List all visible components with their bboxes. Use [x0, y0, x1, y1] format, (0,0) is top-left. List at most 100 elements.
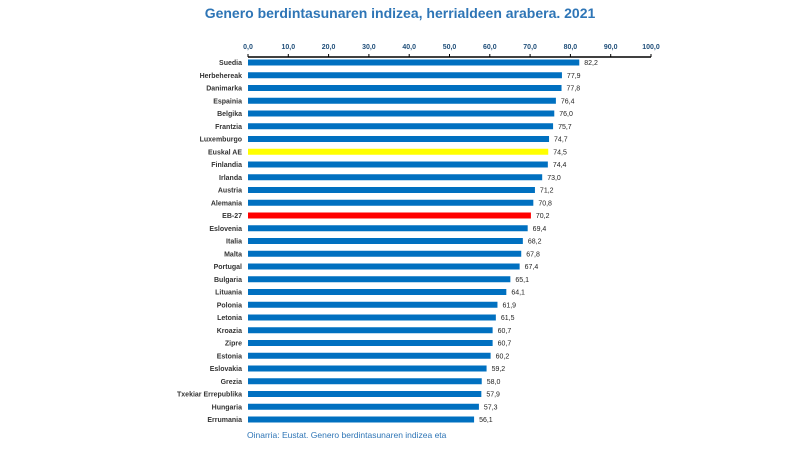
x-tick-label: 80,0	[564, 44, 578, 51]
value-label: 56,1	[479, 417, 493, 424]
category-label: Txekiar Errepublika	[177, 392, 242, 399]
bar	[248, 174, 543, 181]
bar	[248, 110, 555, 117]
bar	[248, 250, 522, 257]
category-label: Portugal	[214, 264, 242, 271]
category-label: Estonia	[217, 353, 242, 360]
category-label: Letonia	[217, 315, 242, 322]
bar	[248, 225, 528, 232]
bar	[248, 365, 487, 372]
value-label: 77,8	[567, 86, 581, 93]
bar	[248, 199, 534, 206]
value-label: 73,0	[547, 175, 561, 182]
category-label: Euskal AE	[208, 149, 242, 156]
bar	[248, 391, 482, 397]
value-label: 67,4	[525, 264, 539, 271]
bar	[248, 289, 507, 295]
category-label: EB-27	[222, 213, 242, 220]
x-tick-label: 50,0	[443, 44, 457, 51]
value-label: 77,9	[567, 73, 581, 80]
category-label: Bulgaria	[214, 277, 242, 284]
value-label: 75,7	[558, 124, 572, 131]
x-tick-label: 70,0	[523, 44, 537, 51]
category-label: Frantzia	[215, 124, 242, 131]
x-tick-label: 0,0	[243, 44, 253, 51]
category-label: Alemania	[211, 200, 242, 207]
bar	[248, 148, 549, 155]
category-label: Espainia	[213, 98, 242, 105]
bar	[248, 212, 531, 219]
value-label: 60,2	[496, 353, 510, 360]
category-label: Malta	[224, 251, 242, 258]
value-label: 71,2	[540, 188, 554, 195]
bar	[248, 301, 498, 308]
bar	[248, 276, 511, 283]
category-label: Belgika	[217, 111, 242, 118]
value-label: 61,9	[502, 302, 516, 309]
category-label: Hungaria	[212, 404, 242, 411]
category-label: Kroazia	[217, 328, 242, 335]
category-label: Grezia	[221, 379, 243, 386]
bar	[248, 72, 562, 79]
bar	[248, 161, 548, 168]
value-label: 61,5	[501, 315, 515, 322]
value-label: 57,9	[486, 392, 500, 399]
bar	[248, 416, 475, 423]
value-label: 82,2	[584, 60, 598, 67]
category-label: Suedia	[219, 60, 242, 67]
bar	[248, 85, 562, 91]
bar	[248, 136, 550, 142]
bar	[248, 187, 535, 193]
bar	[248, 340, 493, 346]
category-label: Errumania	[207, 417, 242, 424]
category-label: Polonia	[217, 302, 242, 309]
value-label: 70,8	[538, 200, 552, 207]
value-label: 76,4	[561, 98, 575, 105]
x-tick-label: 30,0	[362, 44, 376, 51]
bar	[248, 327, 493, 334]
category-label: Eslovenia	[209, 226, 242, 233]
category-label: Austria	[218, 188, 242, 195]
value-label: 74,7	[554, 137, 568, 144]
value-label: 59,2	[492, 366, 506, 373]
x-tick-label: 40,0	[402, 44, 416, 51]
category-label: Finlandia	[211, 162, 242, 169]
bar	[248, 123, 554, 130]
value-label: 74,4	[553, 162, 567, 169]
bar	[248, 352, 491, 359]
value-label: 76,0	[559, 111, 573, 118]
x-tick-label: 60,0	[483, 44, 497, 51]
category-label: Irlanda	[219, 175, 242, 182]
bar	[248, 97, 556, 104]
category-label: Lituania	[215, 290, 242, 297]
bar	[248, 314, 496, 321]
category-label: Italia	[226, 239, 242, 246]
category-label: Danimarka	[206, 86, 242, 93]
value-label: 69,4	[533, 226, 547, 233]
bar	[248, 263, 520, 270]
category-label: Luxemburgo	[200, 137, 242, 144]
x-tick-label: 90,0	[604, 44, 618, 51]
x-tick-label: 10,0	[281, 44, 295, 51]
value-label: 65,1	[515, 277, 529, 284]
value-label: 70,2	[536, 213, 550, 220]
value-label: 60,7	[498, 328, 512, 335]
bar	[248, 403, 479, 410]
bar	[248, 238, 523, 244]
category-label: Zipre	[225, 341, 242, 348]
bar	[248, 59, 580, 66]
value-label: 57,3	[484, 404, 498, 411]
value-label: 74,5	[553, 149, 567, 156]
value-label: 58,0	[487, 379, 501, 386]
category-label: Herbehereak	[200, 73, 243, 80]
x-tick-label: 20,0	[322, 44, 336, 51]
x-tick-label: 100,0	[642, 44, 660, 51]
value-label: 68,2	[528, 239, 542, 246]
value-label: 60,7	[498, 341, 512, 348]
source-note: Oinarria: Eustat. Genero berdintasunaren…	[247, 430, 447, 440]
category-label: Eslovakia	[210, 366, 242, 373]
bar	[248, 378, 482, 385]
value-label: 67,8	[526, 251, 540, 258]
chart-title: Genero berdintasunaren indizea, herriald…	[204, 5, 596, 21]
